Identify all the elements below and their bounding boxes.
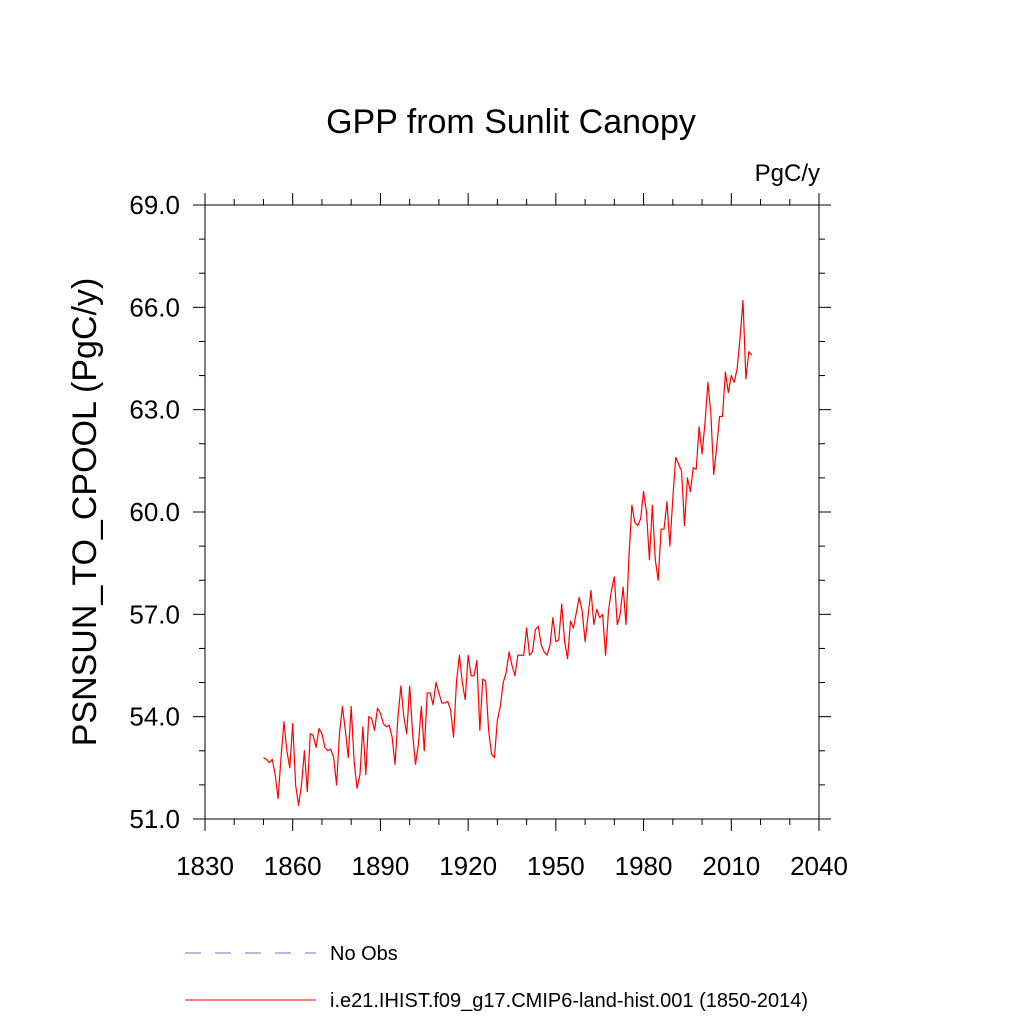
x-tick-label: 1860 <box>264 851 322 881</box>
legend-label-model: i.e21.IHIST.f09_g17.CMIP6-land-hist.001 … <box>330 990 808 1012</box>
units-label: PgC/y <box>755 160 820 187</box>
legend: No Obs i.e21.IHIST.f09_g17.CMIP6-land-hi… <box>185 943 808 1012</box>
y-axis: 51.0 54.0 57.0 60.0 63.0 66.0 69.0 <box>129 190 831 834</box>
x-tick-label: 2010 <box>702 851 760 881</box>
series-line <box>263 299 753 806</box>
y-axis-label: PSNSUN_TO_CPOOL (PgC/y) <box>66 278 104 747</box>
y-tick-label: 57.0 <box>129 599 180 629</box>
y-tick-label: 66.0 <box>129 292 180 322</box>
chart-title: GPP from Sunlit Canopy <box>326 103 696 141</box>
y-tick-label: 63.0 <box>129 395 180 425</box>
y-tick-label: 54.0 <box>129 702 180 732</box>
y-tick-label: 60.0 <box>129 497 180 527</box>
y-tick-label: 69.0 <box>129 190 180 220</box>
legend-label-no-obs: No Obs <box>330 943 398 965</box>
series-layer <box>263 299 753 806</box>
x-tick-label: 2040 <box>790 851 848 881</box>
plot-frame <box>204 204 820 820</box>
y-tick-label: 51.0 <box>129 804 180 834</box>
x-tick-label: 1920 <box>439 851 497 881</box>
x-tick-label: 1950 <box>527 851 585 881</box>
x-axis: 1830 1860 1890 1920 1950 1980 2010 2040 <box>176 193 848 881</box>
x-tick-label: 1830 <box>176 851 234 881</box>
x-tick-label: 1980 <box>615 851 673 881</box>
x-tick-label: 1890 <box>352 851 410 881</box>
